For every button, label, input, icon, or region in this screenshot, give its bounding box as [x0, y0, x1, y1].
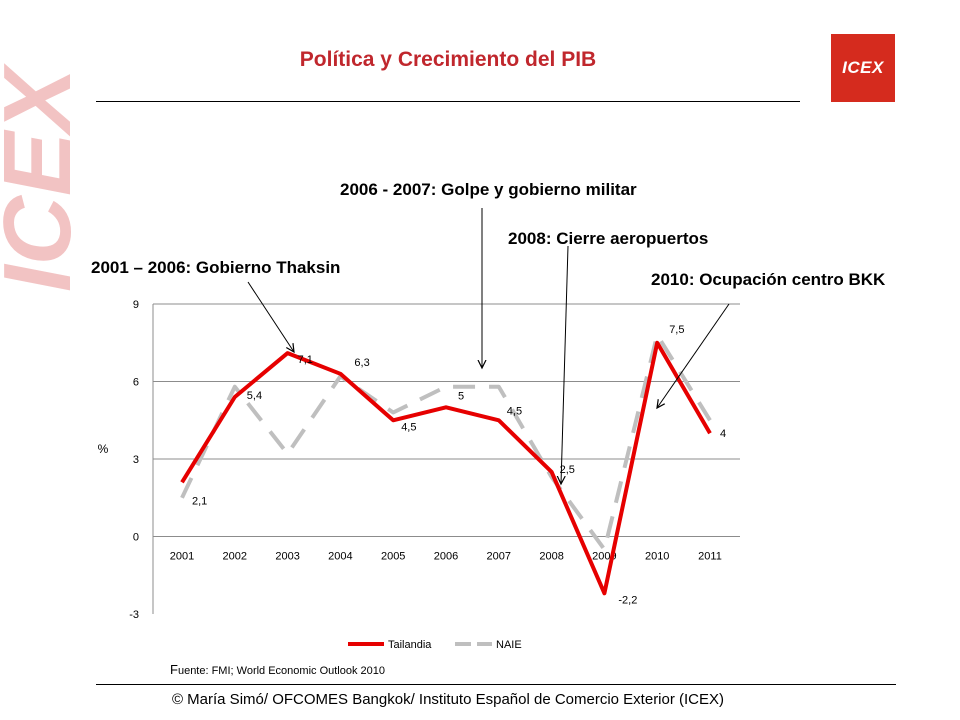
x-tick-label: 2006: [434, 551, 458, 563]
y-axis-label: %: [98, 442, 109, 456]
data-label: -2,2: [618, 594, 637, 606]
data-label: 4,5: [401, 421, 416, 433]
arrow-airports: [561, 245, 569, 484]
source-note: Fuente: FMI; World Economic Outlook 2010: [170, 662, 385, 677]
x-tick-label: 2010: [645, 551, 669, 563]
icex-logo: ICEX: [831, 34, 895, 102]
series-line-naie: [180, 333, 712, 552]
x-tick-label: 2003: [275, 551, 299, 563]
legend-label-naie: NAIE: [496, 639, 522, 651]
data-label: 7,1: [298, 354, 313, 366]
x-tick-label: 2008: [539, 551, 563, 563]
y-tick-label: 3: [133, 454, 139, 466]
annotation-airports: 2008: Cierre aeropuertos: [508, 229, 709, 248]
source-text: uente: FMI; World Economic Outlook 2010: [177, 665, 386, 677]
x-tick-label: 2005: [381, 551, 405, 563]
data-label: 4,5: [507, 405, 522, 417]
x-tick-label: 2001: [170, 551, 194, 563]
data-label: 7,5: [669, 324, 684, 336]
data-label: 2,5: [560, 464, 575, 476]
watermark-text: ICEX: [0, 63, 90, 292]
y-tick-label: 9: [133, 299, 139, 311]
data-label: 2,1: [192, 495, 207, 507]
x-tick-label: 2004: [328, 551, 352, 563]
y-tick-label: -3: [129, 609, 139, 621]
legend-label-tailandia: Tailandia: [388, 639, 432, 651]
series-line-tailandia: [180, 340, 712, 596]
data-label: 5: [458, 390, 464, 402]
y-tick-label: 6: [133, 377, 139, 389]
footer-credit: © María Simó/ OFCOMES Bangkok/ Instituto…: [171, 691, 725, 708]
icex-watermark: ICEX: [0, 63, 90, 292]
arrow-bkk: [657, 303, 730, 408]
arrow-thaksin: [247, 281, 294, 352]
x-tick-label: 2007: [487, 551, 511, 563]
data-label: 6,3: [354, 357, 369, 369]
x-tick-label: 2011: [698, 551, 722, 563]
footer-divider: [96, 684, 896, 685]
annotation-coup: 2006 - 2007: Golpe y gobierno militar: [340, 180, 637, 199]
data-label: 4: [720, 428, 726, 440]
x-tick-label: 2002: [223, 551, 247, 563]
annotation-thaksin: 2001 – 2006: Gobierno Thaksin: [91, 258, 341, 277]
annotation-bkk: 2010: Ocupación centro BKK: [651, 270, 886, 289]
title-divider: [96, 101, 800, 102]
slide-title: Política y Crecimiento del PIB: [299, 48, 597, 71]
source-initial: F: [170, 662, 178, 677]
y-tick-label: 0: [133, 532, 139, 544]
data-label: 5,4: [247, 390, 262, 402]
